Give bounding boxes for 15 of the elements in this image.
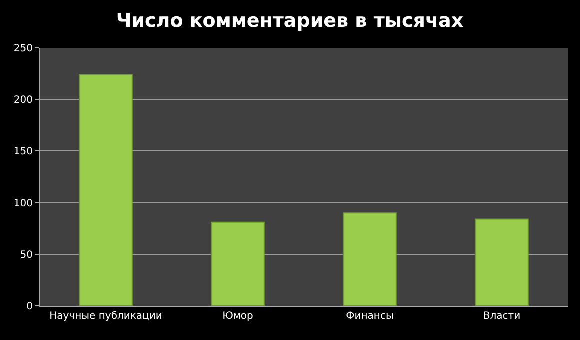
y-tick-label: 100 — [14, 198, 33, 210]
x-tick-label: Научные публикации — [50, 311, 162, 322]
y-tick-label: 250 — [14, 44, 33, 54]
x-tick-label: Финансы — [346, 311, 394, 322]
y-tick-label: 200 — [14, 95, 33, 106]
y-tick-label: 150 — [14, 146, 33, 158]
bar — [475, 218, 529, 306]
x-tick-label: Власти — [483, 311, 521, 322]
y-tick-label: 0 — [26, 302, 33, 312]
bar — [79, 74, 133, 306]
bar — [211, 222, 265, 306]
x-tick-label: Юмор — [222, 311, 254, 322]
chart-title: Число комментариев в тысячах — [116, 10, 464, 32]
y-tick-label: 50 — [20, 250, 33, 261]
bar — [343, 212, 397, 306]
